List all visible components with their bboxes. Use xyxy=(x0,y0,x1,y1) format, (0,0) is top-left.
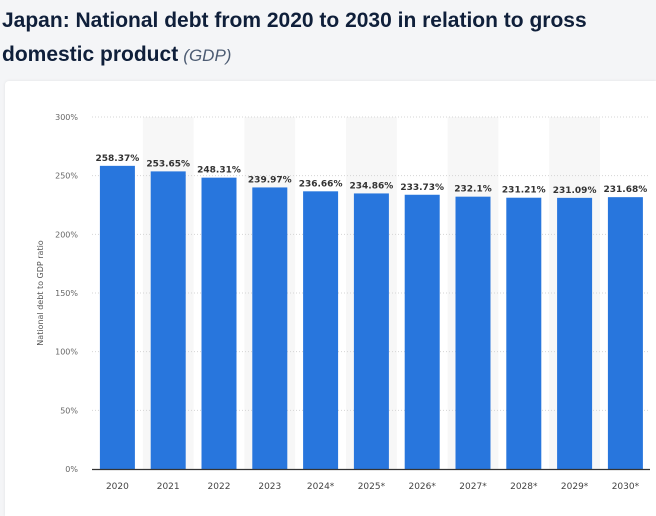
x-tick-label: 2020 xyxy=(106,482,129,492)
x-tick-label: 2027* xyxy=(459,482,487,492)
y-tick-label: 0% xyxy=(65,465,78,474)
x-tick-label: 2022 xyxy=(208,482,231,492)
page-subtitle: (GDP) xyxy=(183,46,232,65)
bar xyxy=(150,171,186,469)
data-label: 234.86% xyxy=(350,181,394,191)
data-label: 239.97% xyxy=(248,175,292,185)
data-label: 233.73% xyxy=(400,183,444,193)
data-label: 231.21% xyxy=(502,186,546,196)
bar xyxy=(557,197,593,469)
x-tick-label: 2025* xyxy=(358,482,386,492)
bar xyxy=(303,191,339,469)
data-label: 253.65% xyxy=(146,159,190,169)
data-label: 236.66% xyxy=(299,179,343,189)
y-tick-label: 250% xyxy=(55,172,78,181)
x-tick-label: 2021 xyxy=(157,482,180,492)
bar xyxy=(252,187,288,470)
y-tick-label: 150% xyxy=(55,289,78,298)
page-title: Japan: National debt from 2020 to 2030 i… xyxy=(2,9,587,66)
y-tick-label: 300% xyxy=(55,113,78,122)
bar xyxy=(201,177,237,469)
bar xyxy=(607,197,643,469)
bar xyxy=(353,193,389,469)
data-label: 231.09% xyxy=(553,186,597,196)
bar xyxy=(99,165,135,469)
x-tick-label: 2023 xyxy=(258,482,281,492)
y-tick-label: 100% xyxy=(55,348,78,357)
data-label: 231.68% xyxy=(604,185,648,195)
x-tick-label: 2026* xyxy=(408,482,436,492)
y-tick-label: 50% xyxy=(60,406,78,415)
x-tick-label: 2024* xyxy=(307,482,335,492)
bar xyxy=(404,194,440,469)
data-label: 232.1% xyxy=(454,185,492,195)
y-axis-label: National debt to GDP ratio xyxy=(36,240,45,345)
bar xyxy=(455,196,491,470)
x-tick-label: 2028* xyxy=(510,482,538,492)
page-header: Japan: National debt from 2020 to 2030 i… xyxy=(2,4,652,72)
x-tick-label: 2030* xyxy=(612,482,640,492)
bar xyxy=(506,197,542,469)
data-label: 258.37% xyxy=(96,154,140,164)
x-tick-label: 2029* xyxy=(561,482,589,492)
data-label: 248.31% xyxy=(197,166,241,176)
y-tick-label: 200% xyxy=(55,230,78,239)
